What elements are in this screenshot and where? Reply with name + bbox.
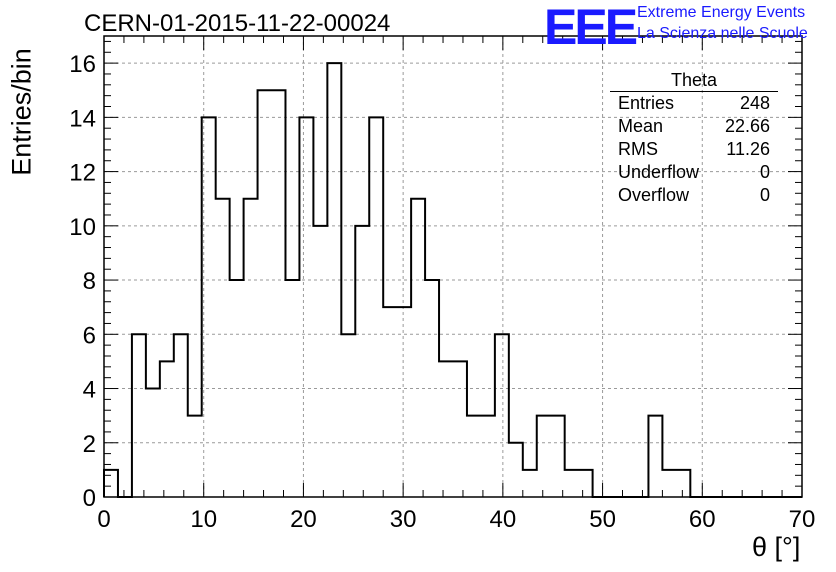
- x-tick-label: 0: [97, 506, 110, 533]
- stats-row-rms: RMS 11.26: [610, 138, 778, 161]
- y-tick-label: 10: [69, 214, 96, 241]
- x-tick-label: 10: [190, 506, 217, 533]
- stats-box: Theta Entries 248 Mean 22.66 RMS 11.26 U…: [610, 70, 778, 207]
- x-tick-label: 30: [390, 506, 417, 533]
- plot-frame: [103, 35, 803, 498]
- stats-value: 22.66: [724, 116, 770, 136]
- stats-row-overflow: Overflow 0: [610, 184, 778, 207]
- stats-value: 0: [759, 185, 770, 205]
- y-tick-label: 2: [83, 431, 96, 458]
- stats-value: 248: [739, 93, 770, 113]
- y-tick-label: 14: [69, 105, 96, 132]
- y-tick-label: 16: [69, 51, 96, 78]
- y-tick-label: 0: [83, 485, 96, 512]
- stats-label: Overflow: [618, 185, 690, 205]
- y-tick-label: 8: [83, 268, 96, 295]
- x-tick-label: 70: [789, 506, 816, 533]
- page-title: CERN-01-2015-11-22-00024: [84, 10, 391, 37]
- stats-label: Underflow: [618, 162, 700, 182]
- stats-value: 11.26: [726, 139, 770, 159]
- y-axis-label: Entries/bin: [6, 48, 37, 176]
- stats-name: Theta: [610, 70, 778, 92]
- stats-label: Mean: [618, 116, 664, 136]
- logo-caption-line2: La Scienza nelle Scuole: [637, 25, 808, 42]
- stats-row-mean: Mean 22.66: [610, 115, 778, 138]
- axis-ticks: [103, 36, 803, 498]
- histogram-step-line: [103, 62, 802, 498]
- x-axis-label: θ [°]: [752, 532, 801, 562]
- stats-value: 0: [759, 162, 770, 182]
- stats-row-underflow: Underflow 0: [610, 161, 778, 184]
- x-tick-label: 40: [490, 506, 517, 533]
- axis-tick-labels: 0 10 20 30 40 50 60 70 0 2 4 6 8 10 12 14 16: [69, 51, 815, 533]
- logo-caption-line1: Extreme Energy Events: [637, 4, 806, 21]
- eee-logo: EEE: [544, 0, 638, 55]
- stats-label: RMS: [618, 139, 658, 159]
- x-tick-label: 50: [589, 506, 616, 533]
- grid-lines: [104, 36, 802, 497]
- stats-row-entries: Entries 248: [610, 92, 778, 115]
- x-tick-label: 60: [689, 506, 716, 533]
- y-tick-label: 6: [83, 322, 96, 349]
- stats-label: Entries: [618, 93, 675, 113]
- y-tick-label: 4: [83, 377, 96, 404]
- y-tick-label: 12: [69, 160, 96, 187]
- x-tick-label: 20: [290, 506, 317, 533]
